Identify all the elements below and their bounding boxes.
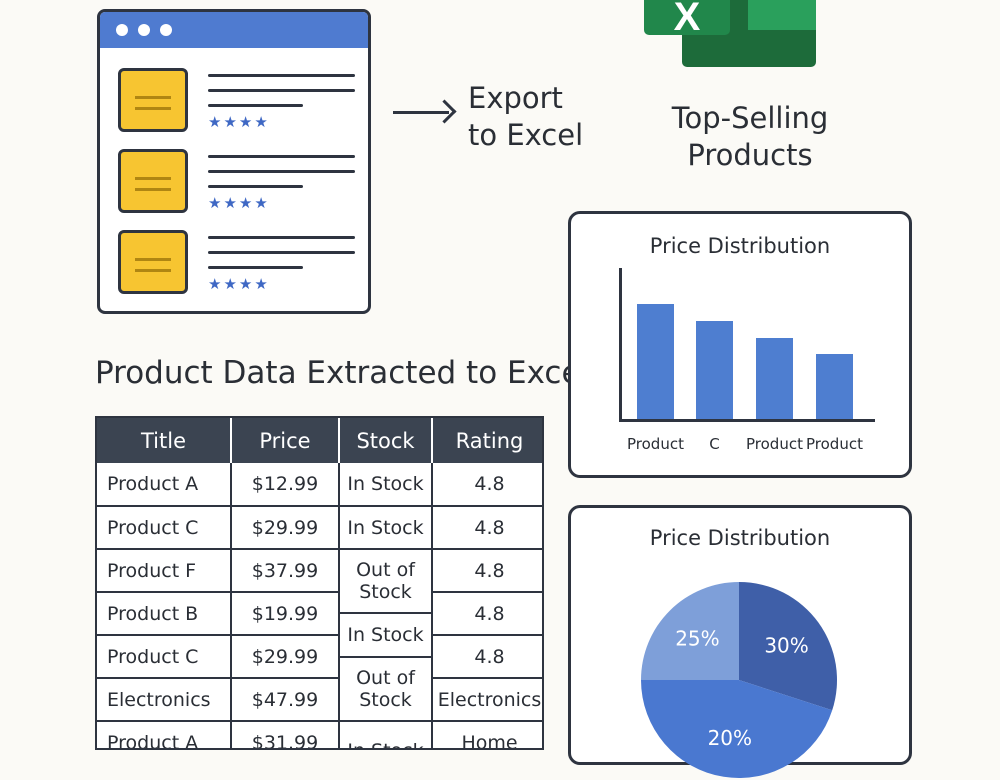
- column-header-price: Price: [232, 418, 340, 463]
- pie-chart-panel: Price Distribution 30% 20% 25%: [568, 505, 912, 778]
- section-title: Product Data Extracted to Excel: [95, 355, 590, 391]
- excel-logo-icon: X: [644, 0, 819, 68]
- text-line: [208, 74, 355, 77]
- text-line: [208, 236, 355, 239]
- table-cell-price: $31.99: [232, 722, 340, 748]
- pie-chart: 30% 20% 25%: [641, 582, 837, 778]
- table-cell-rating: 4.8: [433, 507, 542, 550]
- bar-chart-x-axis: [619, 419, 875, 422]
- column-header-stock: Stock: [340, 418, 433, 463]
- bar-chart-y-axis: [619, 268, 622, 421]
- export-line-2: to Excel: [468, 118, 584, 152]
- pie-slice: [739, 582, 837, 711]
- pie-slice-label: 30%: [764, 633, 808, 657]
- export-line-1: Export: [468, 81, 563, 115]
- window-dot-icon: [160, 24, 172, 36]
- text-line: [208, 170, 355, 173]
- table-cell-stock: Out of Stock: [340, 658, 433, 722]
- pie-chart-title: Price Distribution: [649, 526, 831, 550]
- rating-stars-icon: ★★★★: [208, 113, 270, 131]
- column-header-rating: Rating: [433, 418, 542, 463]
- table-cell-rating: 4.8: [433, 636, 542, 679]
- browser-mockup: ★★★★ ★★★★ ★★★★: [97, 9, 371, 314]
- product-table: Title Price Stock Rating Product A Produ…: [95, 416, 544, 750]
- top-selling-line-2: Products: [687, 138, 813, 172]
- top-selling-label: Top-Selling Products: [640, 100, 860, 174]
- table-cell-rating: 4.8: [433, 593, 542, 636]
- pie-slice-label: 20%: [708, 726, 752, 750]
- table-cell-stock: Out of Stock: [340, 550, 433, 614]
- table-cell-title: Product C: [97, 507, 232, 550]
- product-thumbnail: [118, 230, 188, 294]
- table-cell-price: $19.99: [232, 593, 340, 636]
- table-cell-price: $37.99: [232, 550, 340, 593]
- text-line: [208, 251, 355, 254]
- bar: [816, 354, 853, 419]
- table-cell-stock: In Stock: [340, 722, 433, 748]
- column-header-title: Title: [97, 418, 232, 463]
- table-cell-price: $29.99: [232, 507, 340, 550]
- pie-slice-label: 25%: [675, 626, 719, 650]
- bar: [696, 320, 733, 419]
- bar-label: Product: [627, 435, 684, 453]
- window-dot-icon: [116, 24, 128, 36]
- table-cell-rating: Home: [433, 722, 542, 748]
- top-selling-line-1: Top-Selling: [671, 101, 829, 135]
- table-cell-price: $29.99: [232, 636, 340, 679]
- text-line: [208, 89, 355, 92]
- table-cell-rating: Electronics: [433, 679, 542, 722]
- product-thumbnail: [118, 68, 188, 132]
- bar-label: Product: [746, 435, 803, 453]
- browser-title-bar: [100, 12, 368, 48]
- table-cell-title: Product F: [97, 550, 232, 593]
- window-dot-icon: [138, 24, 150, 36]
- export-label: Export to Excel: [468, 80, 583, 154]
- bar: [756, 338, 793, 419]
- table-cell-stock: In Stock: [340, 463, 433, 507]
- arrow-head-icon: [432, 99, 457, 124]
- table-cell-stock: In Stock: [340, 507, 433, 550]
- table-cell-title: Product A: [97, 722, 232, 748]
- pie-slice: [641, 582, 739, 680]
- text-line: [208, 266, 303, 269]
- text-line: [208, 104, 303, 107]
- rating-stars-icon: ★★★★: [208, 194, 270, 212]
- bar-label: Product: [806, 435, 863, 453]
- bar: [637, 303, 674, 419]
- table-cell-price: $47.99: [232, 679, 340, 722]
- bar-label: C: [709, 435, 720, 453]
- text-line: [208, 155, 355, 158]
- text-line: [208, 185, 303, 188]
- table-cell-stock: In Stock: [340, 614, 433, 658]
- table-cell-title: Electronics: [97, 679, 232, 722]
- table-cell-price: $12.99: [232, 463, 340, 507]
- bar-chart-title: Price Distribution: [649, 234, 831, 258]
- bar-chart-panel: Price Distribution Product C Product Produc…: [568, 211, 912, 478]
- table-cell-rating: 4.8: [433, 463, 542, 507]
- excel-x-letter: X: [673, 0, 701, 39]
- table-cell-title: Product A: [97, 463, 232, 507]
- table-cell-title: Product C: [97, 636, 232, 679]
- table-cell-rating: 4.8: [433, 550, 542, 593]
- product-thumbnail: [118, 149, 188, 213]
- rating-stars-icon: ★★★★: [208, 275, 270, 293]
- arrow-right-icon: [393, 111, 449, 114]
- table-cell-title: Product B: [97, 593, 232, 636]
